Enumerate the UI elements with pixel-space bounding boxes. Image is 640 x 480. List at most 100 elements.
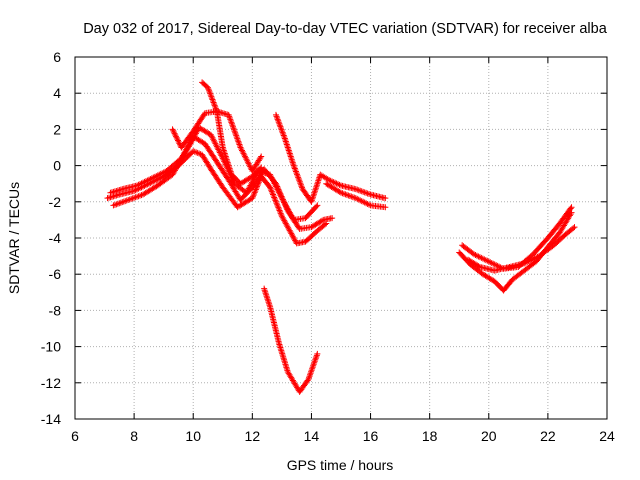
- data-point: [209, 134, 216, 141]
- data-point: [352, 186, 359, 193]
- data-point: [135, 181, 142, 188]
- data-point: [232, 131, 239, 138]
- data-point: [366, 191, 373, 198]
- y-tick-label: -14: [41, 411, 61, 427]
- data-point: [230, 125, 237, 132]
- data-point: [340, 190, 347, 197]
- data-point: [311, 359, 318, 366]
- data-point: [119, 199, 126, 206]
- data-point: [134, 193, 141, 200]
- data-point: [355, 187, 362, 194]
- data-point: [214, 145, 221, 152]
- data-point: [363, 189, 370, 196]
- data-point: [484, 257, 491, 264]
- data-point: [267, 184, 274, 191]
- data-point: [360, 198, 367, 205]
- data-point: [481, 256, 488, 263]
- data-point: [291, 164, 298, 171]
- data-point: [274, 203, 281, 210]
- data-point: [360, 188, 367, 195]
- y-tick-label: -12: [41, 375, 61, 391]
- data-point: [382, 195, 389, 202]
- data-point: [267, 173, 274, 180]
- data-point: [213, 142, 220, 149]
- data-point: [278, 126, 285, 133]
- data-point: [493, 262, 500, 269]
- data-point: [205, 86, 212, 93]
- data-point: [154, 172, 161, 179]
- data-point: [190, 148, 197, 155]
- data-point: [357, 187, 364, 194]
- data-point: [311, 358, 318, 365]
- data-point: [268, 187, 275, 194]
- data-point: [251, 190, 258, 197]
- plot-area: [74, 56, 608, 420]
- data-point: [270, 191, 277, 198]
- data-point: [269, 190, 276, 197]
- data-point: [570, 225, 577, 232]
- data-point: [254, 183, 261, 190]
- data-point: [273, 113, 280, 120]
- series-track-k: [465, 224, 578, 274]
- data-point: [364, 190, 371, 197]
- data-point: [234, 137, 241, 144]
- data-point: [213, 143, 220, 150]
- data-point: [172, 133, 179, 140]
- data-point: [309, 364, 316, 371]
- data-point: [205, 84, 211, 91]
- data-point: [215, 146, 222, 153]
- data-point: [267, 171, 274, 178]
- data-point: [309, 365, 316, 372]
- data-point: [326, 177, 333, 184]
- data-point: [275, 206, 282, 213]
- data-point: [490, 260, 497, 267]
- data-point: [313, 353, 320, 360]
- y-tick-label: -2: [49, 194, 62, 210]
- data-point: [209, 96, 216, 103]
- data-point: [117, 199, 124, 206]
- x-tick-label: 18: [422, 428, 438, 444]
- data-point: [349, 194, 356, 201]
- x-tick-label: 22: [540, 428, 556, 444]
- series-track-g: [323, 180, 389, 211]
- data-point: [273, 200, 280, 207]
- data-point: [568, 204, 575, 211]
- y-tick-label: -8: [49, 302, 62, 318]
- data-point: [257, 154, 264, 161]
- data-point: [281, 133, 288, 140]
- data-point: [131, 194, 138, 201]
- data-point: [211, 100, 218, 107]
- data-point: [272, 111, 279, 118]
- data-point: [295, 175, 302, 182]
- series-layer: [104, 79, 578, 395]
- y-tick-label: 0: [53, 158, 61, 174]
- data-point: [207, 90, 214, 97]
- data-point: [125, 196, 132, 203]
- data-point: [138, 192, 145, 199]
- data-point: [278, 211, 285, 218]
- data-point: [244, 159, 251, 166]
- data-point: [272, 181, 279, 188]
- data-point: [227, 117, 234, 124]
- data-point: [276, 207, 283, 214]
- data-point: [237, 144, 244, 151]
- data-point: [206, 89, 213, 96]
- data-point: [312, 355, 319, 362]
- data-point: [270, 193, 277, 200]
- data-point: [244, 157, 251, 164]
- data-point: [274, 114, 281, 121]
- x-tick-label: 8: [130, 428, 138, 444]
- data-point: [229, 122, 236, 129]
- data-point: [336, 188, 343, 195]
- data-point: [354, 186, 361, 193]
- data-point: [231, 128, 238, 135]
- data-point: [291, 165, 298, 172]
- data-point: [305, 376, 312, 383]
- y-tick-label: 2: [53, 121, 61, 137]
- data-point: [306, 374, 313, 381]
- data-point: [239, 148, 246, 155]
- data-point: [290, 162, 297, 169]
- data-point: [169, 126, 176, 133]
- data-point: [308, 367, 315, 374]
